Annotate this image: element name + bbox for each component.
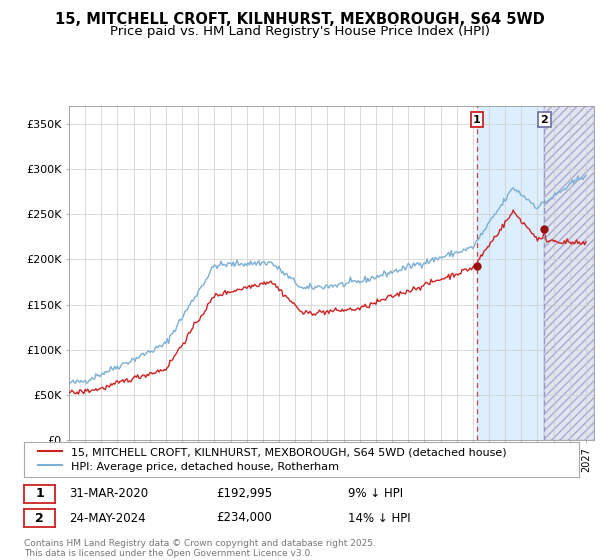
Text: 31-MAR-2020: 31-MAR-2020: [69, 487, 148, 501]
Bar: [544, 106, 594, 440]
Text: Price paid vs. HM Land Registry's House Price Index (HPI): Price paid vs. HM Land Registry's House …: [110, 25, 490, 38]
Text: £192,995: £192,995: [216, 487, 272, 501]
Text: 1: 1: [473, 115, 481, 125]
Text: 9% ↓ HPI: 9% ↓ HPI: [348, 487, 403, 501]
Legend: 15, MITCHELL CROFT, KILNHURST, MEXBOROUGH, S64 5WD (detached house), HPI: Averag: 15, MITCHELL CROFT, KILNHURST, MEXBOROUG…: [32, 442, 512, 477]
Text: 1: 1: [35, 487, 44, 501]
Text: £234,000: £234,000: [216, 511, 272, 525]
Text: 14% ↓ HPI: 14% ↓ HPI: [348, 511, 410, 525]
Text: 24-MAY-2024: 24-MAY-2024: [69, 511, 146, 525]
Text: 15, MITCHELL CROFT, KILNHURST, MEXBOROUGH, S64 5WD: 15, MITCHELL CROFT, KILNHURST, MEXBOROUG…: [55, 12, 545, 27]
Bar: [544, 106, 594, 440]
Text: Contains HM Land Registry data © Crown copyright and database right 2025.
This d: Contains HM Land Registry data © Crown c…: [24, 539, 376, 558]
Text: 2: 2: [35, 511, 44, 525]
Bar: [477, 106, 544, 440]
Text: 2: 2: [541, 115, 548, 125]
